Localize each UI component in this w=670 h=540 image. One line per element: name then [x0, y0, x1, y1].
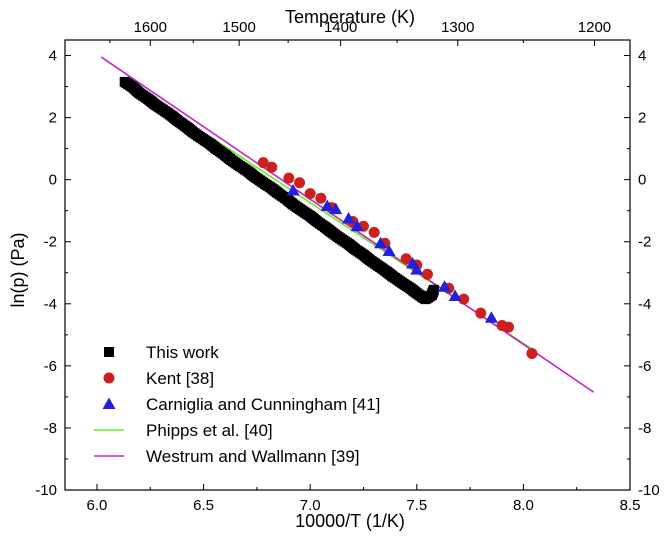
data-point	[294, 177, 306, 189]
data-point	[368, 226, 380, 238]
legend-swatch	[103, 372, 115, 384]
y-tick-label: -8	[44, 420, 57, 437]
data-point	[374, 236, 388, 249]
data-point	[329, 202, 343, 215]
top-axis-title: Temperature (K)	[285, 7, 415, 27]
legend-label: Kent [38]	[146, 369, 214, 388]
data-point	[421, 268, 433, 280]
data-point	[382, 244, 396, 257]
x-tick-label: 7.0	[300, 497, 321, 514]
data-point	[410, 263, 424, 275]
data-point	[400, 253, 412, 265]
legend-label: Phipps et al. [40]	[146, 421, 273, 440]
legend-label: This work	[146, 343, 219, 362]
top-tick-label: 1500	[222, 19, 255, 36]
y-tick-label: -10	[35, 482, 57, 499]
data-point	[283, 172, 295, 184]
y-tick-label: -4	[44, 296, 57, 313]
x-axis-title: 10000/T (1/K)	[295, 511, 405, 531]
y-tick-label: 2	[49, 110, 57, 127]
data-point	[286, 184, 300, 196]
y-tick-label: 0	[49, 172, 57, 189]
legend: This work Kent [38] Carniglia and Cunningh…	[94, 343, 380, 466]
x-tick-label: 6.5	[193, 497, 214, 514]
plot-frame	[64, 39, 631, 491]
y-tick-label-right: -4	[638, 296, 651, 313]
data-point	[315, 192, 327, 204]
data-layer	[100, 56, 595, 393]
x-tick-label: 6.0	[87, 497, 108, 514]
top-tick-label: 1600	[134, 19, 167, 36]
data-point	[438, 280, 452, 292]
x-tick-label: 8.5	[620, 497, 641, 514]
y-tick-label-right: -10	[638, 482, 660, 499]
y-tick-label: 4	[49, 48, 57, 65]
y-tick-label-right: -2	[638, 234, 651, 251]
data-point	[350, 219, 364, 232]
y-tick-label: -6	[44, 358, 57, 375]
top-tick-label: 1300	[441, 19, 474, 36]
axes-layer: 6.0 6.5 7.0 7.5 8.0 8.5-10 -10-8 -8-6 -6-4 -4-2 -2…	[35, 19, 659, 514]
x-tick-label: 8.0	[513, 497, 534, 514]
top-tick-label: 1200	[578, 19, 611, 36]
series-line	[100, 56, 595, 393]
data-point	[342, 211, 356, 224]
y-tick-label-right: 2	[638, 110, 646, 127]
y-axis-title: ln(p) (Pa)	[8, 232, 28, 307]
x-tick-label: 7.5	[406, 497, 427, 514]
data-point	[484, 311, 498, 323]
legend-label: Westrum and Wallmann [39]	[146, 447, 360, 466]
legend-label: Carniglia and Cunningham [41]	[146, 395, 380, 414]
data-point-this-work	[428, 284, 439, 295]
legend-swatch	[104, 347, 114, 357]
data-point	[448, 289, 462, 302]
legend-swatch	[102, 397, 116, 409]
data-point	[458, 293, 470, 305]
y-tick-label-right: 0	[638, 172, 646, 189]
y-tick-label-right: 4	[638, 48, 646, 65]
y-tick-label-right: -6	[638, 358, 651, 375]
top-tick-label: 1400	[324, 19, 357, 36]
y-tick-label: -2	[44, 234, 57, 251]
data-point	[526, 347, 538, 359]
data-point	[266, 161, 278, 173]
data-point	[502, 321, 514, 333]
data-point	[257, 157, 269, 169]
data-point	[475, 307, 487, 319]
data-point	[304, 188, 316, 200]
data-point	[320, 199, 334, 212]
y-tick-label-right: -8	[638, 420, 651, 437]
